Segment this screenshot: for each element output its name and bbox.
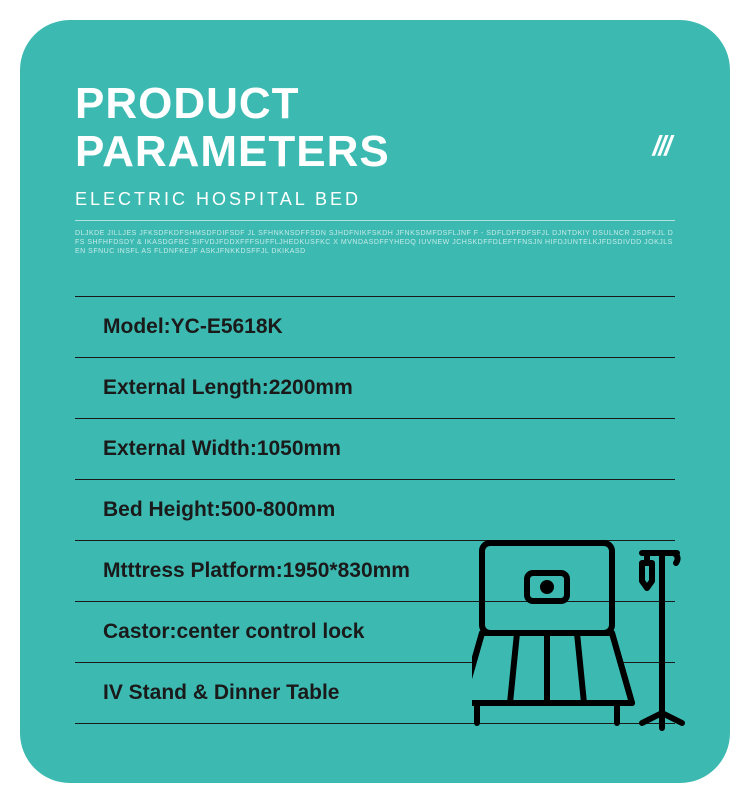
spec-label: Mtttress Platform:	[103, 559, 283, 582]
spec-row: Model:YC-E5618K	[75, 296, 675, 357]
spec-value: 1050mm	[257, 437, 341, 460]
spec-label: Castor:	[103, 620, 177, 643]
spec-label: Model:	[103, 315, 171, 338]
spec-value: YC-E5618K	[171, 315, 283, 338]
spec-row: External Length:2200mm	[75, 357, 675, 418]
spec-value: center control lock	[177, 620, 365, 643]
spec-value: 1950*830mm	[283, 559, 410, 582]
spec-row: External Width:1050mm	[75, 418, 675, 479]
subtitle: ELECTRIC HOSPITAL BED	[75, 189, 675, 221]
slashes-decoration: ///	[653, 130, 670, 162]
product-card: /// PRODUCT PARAMETERS ELECTRIC HOSPITAL…	[20, 20, 730, 783]
spec-value: 500-800mm	[221, 498, 335, 521]
hospital-bed-icon	[472, 533, 692, 733]
title-line1: PRODUCT	[75, 80, 675, 128]
spec-label: External Width:	[103, 437, 257, 460]
spec-row: Bed Height:500-800mm	[75, 479, 675, 540]
spec-value: 2200mm	[269, 376, 353, 399]
spec-label: IV Stand & Dinner Table	[103, 681, 339, 704]
spec-label: Bed Height:	[103, 498, 221, 521]
spec-label: External Length:	[103, 376, 269, 399]
tiny-text: DLJKDE JILLJES JFKSDFKDFSHMSDFDIFSDF JL …	[75, 229, 675, 256]
title-line2: PARAMETERS	[75, 128, 675, 176]
